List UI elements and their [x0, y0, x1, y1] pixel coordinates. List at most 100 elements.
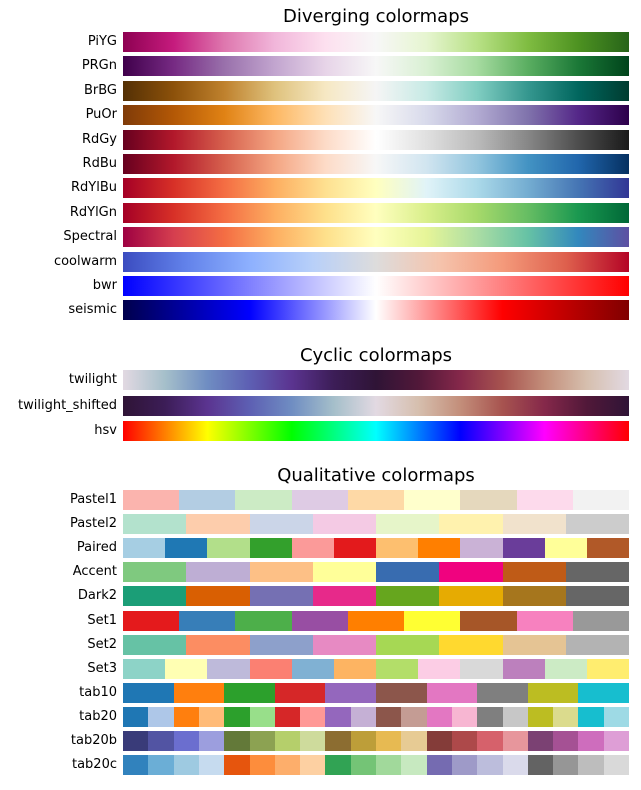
- color-swatch: [603, 707, 630, 727]
- color-swatch: [249, 586, 313, 606]
- color-swatch: [376, 683, 427, 703]
- color-swatch: [148, 755, 174, 775]
- colormap-bar: [123, 683, 630, 703]
- color-swatch: [401, 731, 427, 751]
- color-swatch: [300, 755, 326, 775]
- colormap-label: Accent: [72, 564, 117, 579]
- colormap-bar: [123, 105, 629, 125]
- colormap-label: PRGn: [81, 58, 117, 73]
- color-swatch: [249, 562, 313, 582]
- color-swatch: [376, 731, 402, 751]
- colormap-bar: [123, 635, 630, 655]
- colormap-label: RdGy: [81, 132, 117, 147]
- color-swatch: [553, 731, 579, 751]
- color-swatch: [350, 755, 377, 775]
- color-swatch: [207, 538, 250, 558]
- color-swatch: [350, 731, 377, 751]
- color-swatch: [502, 659, 545, 679]
- color-swatch: [553, 707, 579, 727]
- color-swatch: [274, 707, 301, 727]
- color-swatch: [333, 659, 377, 679]
- color-swatch: [186, 635, 250, 655]
- colormap-label: Set1: [87, 613, 117, 628]
- colormap-bar: [123, 370, 629, 390]
- color-swatch: [376, 755, 402, 775]
- color-swatch: [123, 755, 149, 775]
- colormap-label: twilight: [68, 372, 117, 387]
- colormap-label: PuOr: [85, 107, 117, 122]
- colormap-label: tab20: [79, 709, 117, 724]
- color-swatch: [325, 755, 351, 775]
- color-swatch: [312, 586, 377, 606]
- section-title: Diverging colormaps: [282, 6, 470, 27]
- color-swatch: [123, 707, 149, 727]
- colormap-bar: [123, 659, 630, 679]
- color-swatch: [477, 731, 503, 751]
- colormap-bar: [123, 154, 629, 174]
- color-swatch: [544, 538, 588, 558]
- color-swatch: [173, 755, 200, 775]
- color-swatch: [165, 659, 208, 679]
- color-swatch: [123, 490, 180, 510]
- colormap-bar: [123, 130, 629, 150]
- color-swatch: [376, 514, 440, 534]
- colormap-label: seismic: [68, 302, 117, 317]
- color-swatch: [376, 538, 419, 558]
- color-swatch: [312, 635, 377, 655]
- color-swatch: [603, 755, 630, 775]
- color-swatch: [186, 562, 250, 582]
- colormap-bar: [123, 300, 629, 320]
- color-swatch: [186, 514, 250, 534]
- color-swatch: [502, 731, 529, 751]
- color-swatch: [603, 731, 630, 751]
- color-swatch: [274, 731, 301, 751]
- color-swatch: [325, 707, 351, 727]
- color-swatch: [426, 707, 453, 727]
- colormap-bar: [123, 396, 629, 416]
- colormap-label: Pastel2: [70, 516, 117, 531]
- color-swatch: [502, 514, 566, 534]
- colormap-label: Set3: [87, 661, 117, 676]
- color-swatch: [439, 514, 503, 534]
- color-swatch: [439, 586, 503, 606]
- color-swatch: [572, 490, 630, 510]
- colormap-bar: [123, 178, 629, 198]
- color-swatch: [578, 707, 604, 727]
- colormap-label: PiYG: [87, 34, 117, 49]
- color-swatch: [553, 755, 579, 775]
- color-swatch: [376, 707, 402, 727]
- color-swatch: [376, 586, 440, 606]
- color-swatch: [502, 635, 566, 655]
- colormap-bar: [123, 562, 630, 582]
- color-swatch: [123, 635, 187, 655]
- color-swatch: [477, 683, 529, 703]
- colormap-label: Pastel1: [70, 492, 117, 507]
- colormap-label: RdBu: [82, 156, 117, 171]
- color-swatch: [333, 538, 377, 558]
- color-swatch: [173, 731, 200, 751]
- colormap-label: twilight_shifted: [18, 398, 117, 413]
- color-swatch: [516, 490, 574, 510]
- colormap-label: Spectral: [63, 229, 117, 244]
- color-swatch: [123, 731, 149, 751]
- color-swatch: [527, 707, 554, 727]
- colormap-bar: [123, 514, 630, 534]
- color-swatch: [123, 586, 187, 606]
- color-swatch: [249, 635, 313, 655]
- color-swatch: [401, 707, 427, 727]
- color-swatch: [460, 611, 517, 631]
- color-swatch: [249, 659, 292, 679]
- colormap-bar: [123, 203, 629, 223]
- colormap-label: coolwarm: [53, 254, 117, 269]
- colormap-label: BrBG: [83, 83, 117, 98]
- colormap-label: RdYlGn: [69, 205, 117, 220]
- color-swatch: [300, 707, 326, 727]
- color-swatch: [401, 755, 427, 775]
- color-swatch: [578, 731, 604, 751]
- color-swatch: [312, 514, 377, 534]
- color-swatch: [291, 611, 349, 631]
- color-swatch: [123, 562, 187, 582]
- colormap-label: tab20c: [71, 757, 117, 772]
- color-swatch: [325, 731, 351, 751]
- color-swatch: [451, 755, 478, 775]
